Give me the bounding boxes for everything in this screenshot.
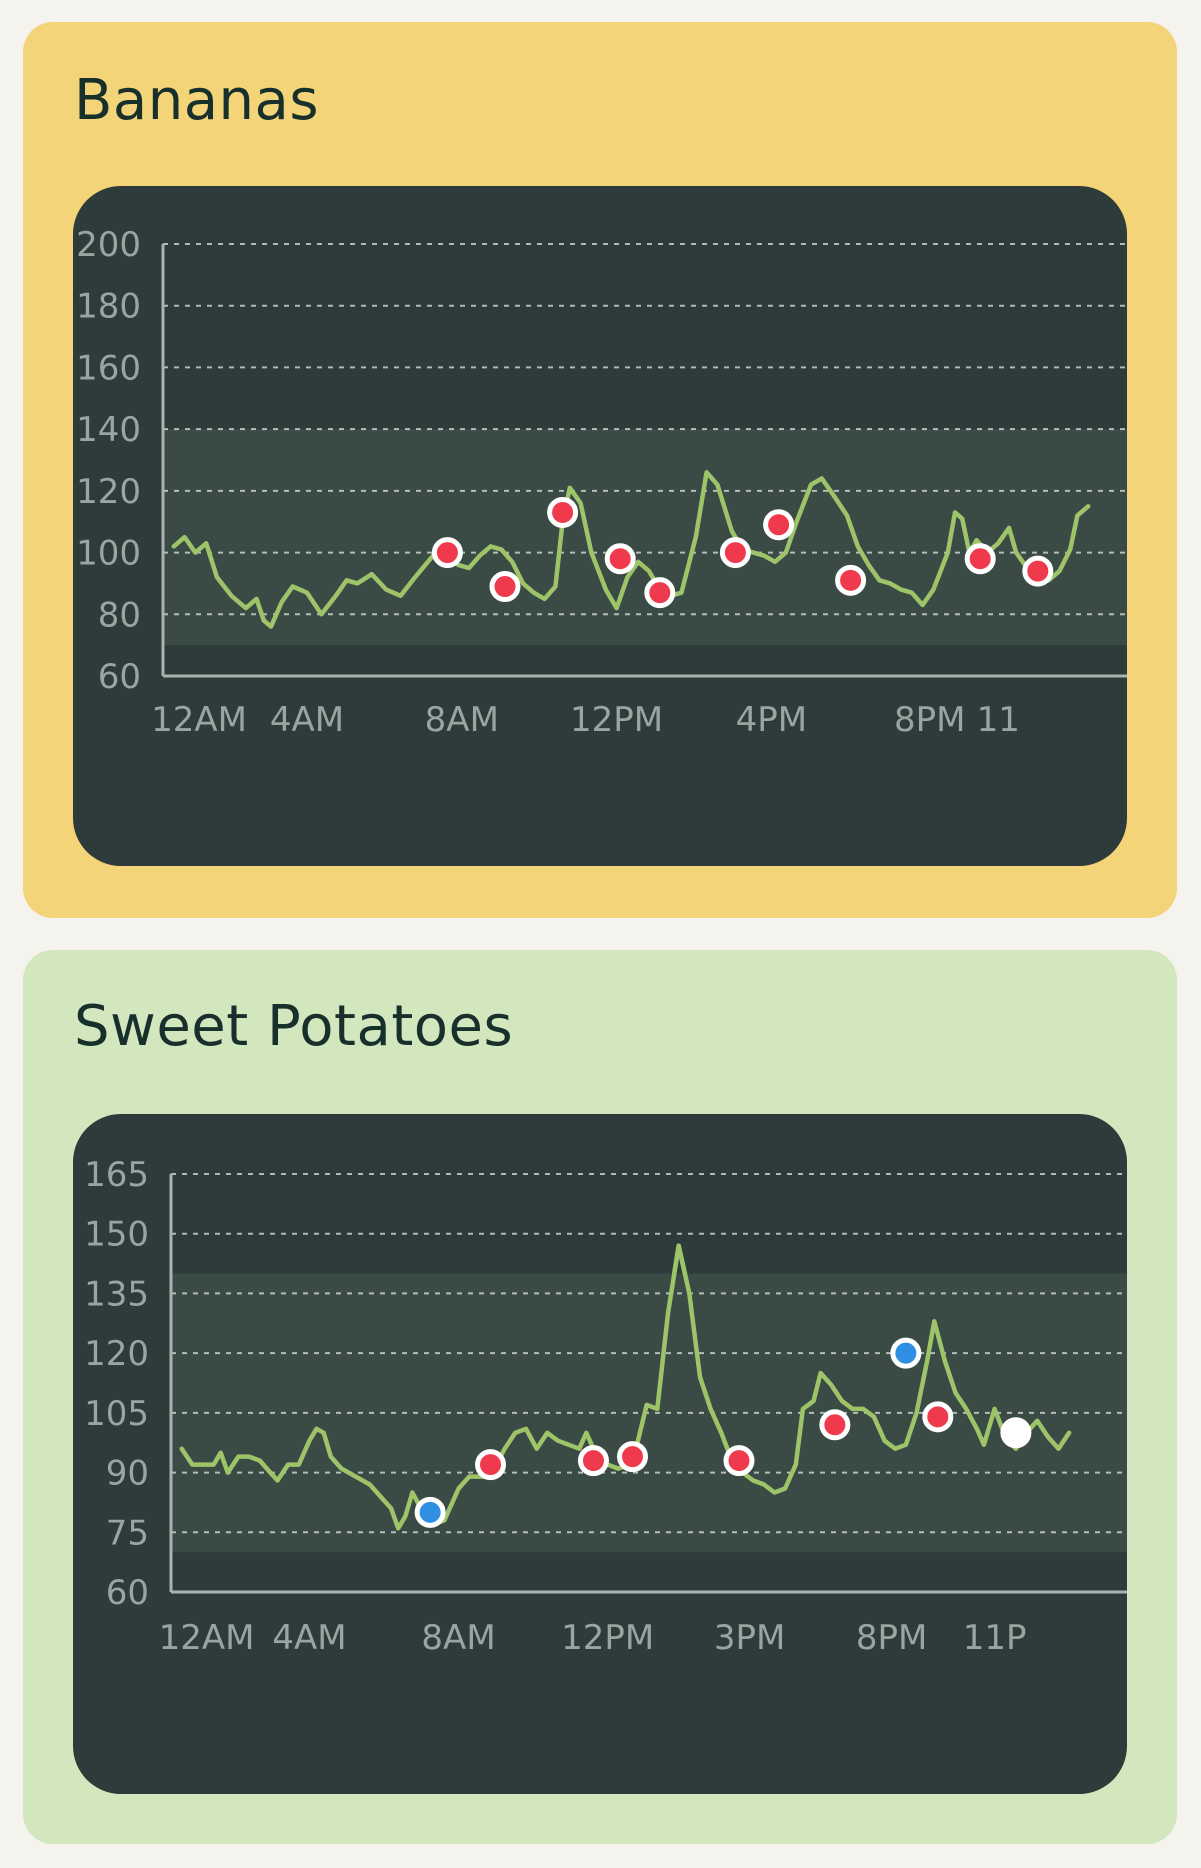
red-marker <box>577 1445 609 1477</box>
x-tick-label: 11 <box>977 700 1020 740</box>
red-marker <box>964 543 996 575</box>
y-tick-label: 90 <box>106 1454 149 1494</box>
x-tick-label: 12PM <box>570 700 663 740</box>
y-tick-label: 180 <box>76 287 141 327</box>
y-tick-label: 60 <box>106 1573 149 1613</box>
y-tick-label: 100 <box>76 534 141 574</box>
bananas-card[interactable]: Bananas 200 180 160 140 120 100 80 60 12AM 4AM 8AM… <box>23 22 1177 918</box>
red-marker <box>604 543 636 575</box>
red-marker <box>835 564 867 596</box>
white-marker <box>1000 1417 1032 1449</box>
red-marker <box>723 1445 755 1477</box>
y-tick-label: 75 <box>106 1513 149 1553</box>
y-tick-label: 150 <box>84 1215 149 1255</box>
y-tick-label: 80 <box>98 595 141 635</box>
red-marker <box>644 577 676 609</box>
sweet-potatoes-card[interactable]: Sweet Potatoes 165 150 135 120 105 90 75 60 12AM… <box>23 950 1177 1844</box>
x-tick-label: 12AM <box>159 1618 255 1658</box>
x-tick-label: 8PM <box>894 700 965 740</box>
x-tick-label: 8AM <box>425 700 499 740</box>
red-marker <box>819 1409 851 1441</box>
peak-segment <box>672 1243 688 1276</box>
series-line <box>171 470 1091 629</box>
x-tick-label: 12PM <box>561 1618 654 1658</box>
x-tick-label: 11P <box>963 1618 1027 1658</box>
y-tick-label: 165 <box>84 1155 149 1195</box>
red-marker <box>763 509 795 541</box>
blue-marker <box>414 1496 446 1528</box>
x-tick-label: 3PM <box>714 1618 785 1658</box>
red-marker <box>489 571 521 603</box>
target-range-band <box>163 429 1127 646</box>
red-marker <box>547 496 579 528</box>
y-tick-label: 160 <box>76 348 141 388</box>
x-tick-label: 12AM <box>151 700 247 740</box>
red-marker <box>431 537 463 569</box>
red-marker <box>922 1401 954 1433</box>
y-tick-label: 105 <box>84 1394 149 1434</box>
x-tick-label: 8PM <box>856 1618 927 1658</box>
chart-panel: 165 150 135 120 105 90 75 60 12AM 4AM 8AM 12PM 3PM 8P… <box>73 1114 1127 1794</box>
y-tick-label: 60 <box>98 657 141 697</box>
x-tick-label: 8AM <box>421 1618 495 1658</box>
y-tick-label: 120 <box>84 1334 149 1374</box>
card-title: Sweet Potatoes <box>74 994 514 1059</box>
y-tick-label: 135 <box>84 1274 149 1314</box>
red-marker <box>1022 555 1054 587</box>
x-tick-label: 4AM <box>270 700 344 740</box>
red-marker <box>475 1449 506 1481</box>
y-tick-label: 120 <box>76 472 141 512</box>
card-title: Bananas <box>74 68 320 133</box>
blue-marker <box>890 1337 922 1369</box>
x-tick-label: 4PM <box>736 700 807 740</box>
x-tick-label: 4AM <box>272 1618 346 1658</box>
y-tick-label: 200 <box>76 225 141 265</box>
red-marker <box>617 1441 648 1473</box>
y-tick-label: 140 <box>76 410 141 450</box>
red-marker <box>719 537 751 569</box>
chart-panel: 200 180 160 140 120 100 80 60 12AM 4AM 8AM 12PM 4PM 8… <box>73 186 1127 866</box>
